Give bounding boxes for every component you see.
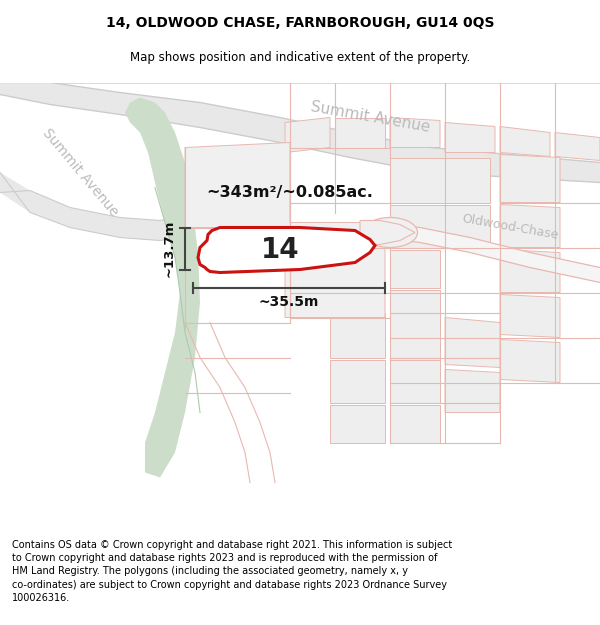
Polygon shape [500,126,550,156]
Polygon shape [500,294,560,338]
Polygon shape [390,404,440,442]
Text: ~35.5m: ~35.5m [259,294,319,309]
Text: 14: 14 [260,236,299,264]
Text: Contains OS data © Crown copyright and database right 2021. This information is : Contains OS data © Crown copyright and d… [12,540,452,602]
Polygon shape [0,82,600,182]
Polygon shape [380,222,600,282]
Polygon shape [500,339,560,382]
Text: ~13.7m: ~13.7m [163,220,176,278]
Polygon shape [445,122,495,152]
Polygon shape [390,329,440,367]
Polygon shape [500,204,560,248]
Text: 14, OLDWOOD CHASE, FARNBOROUGH, GU14 0QS: 14, OLDWOOD CHASE, FARNBOROUGH, GU14 0QS [106,16,494,30]
Text: Summit Avenue: Summit Avenue [309,99,431,136]
Polygon shape [330,312,385,358]
Polygon shape [500,154,560,202]
Polygon shape [185,142,385,318]
Polygon shape [360,221,415,244]
Polygon shape [390,204,490,248]
Polygon shape [500,249,560,292]
Polygon shape [285,118,330,152]
Polygon shape [0,173,180,241]
Polygon shape [445,369,500,413]
Polygon shape [390,249,440,288]
Polygon shape [335,118,385,148]
Polygon shape [198,228,375,272]
Polygon shape [555,132,600,161]
Ellipse shape [362,217,418,248]
Polygon shape [390,118,440,148]
Polygon shape [390,359,440,403]
Polygon shape [390,312,440,358]
Text: ~343m²/~0.085ac.: ~343m²/~0.085ac. [206,185,373,200]
Text: Oldwood-Chase: Oldwood-Chase [461,213,559,243]
Text: Summit Avenue: Summit Avenue [40,126,121,219]
Polygon shape [390,289,440,328]
Polygon shape [330,404,385,442]
Polygon shape [330,359,385,403]
Text: Map shows position and indicative extent of the property.: Map shows position and indicative extent… [130,51,470,64]
Polygon shape [390,158,490,202]
Polygon shape [125,98,200,478]
Polygon shape [445,318,500,368]
